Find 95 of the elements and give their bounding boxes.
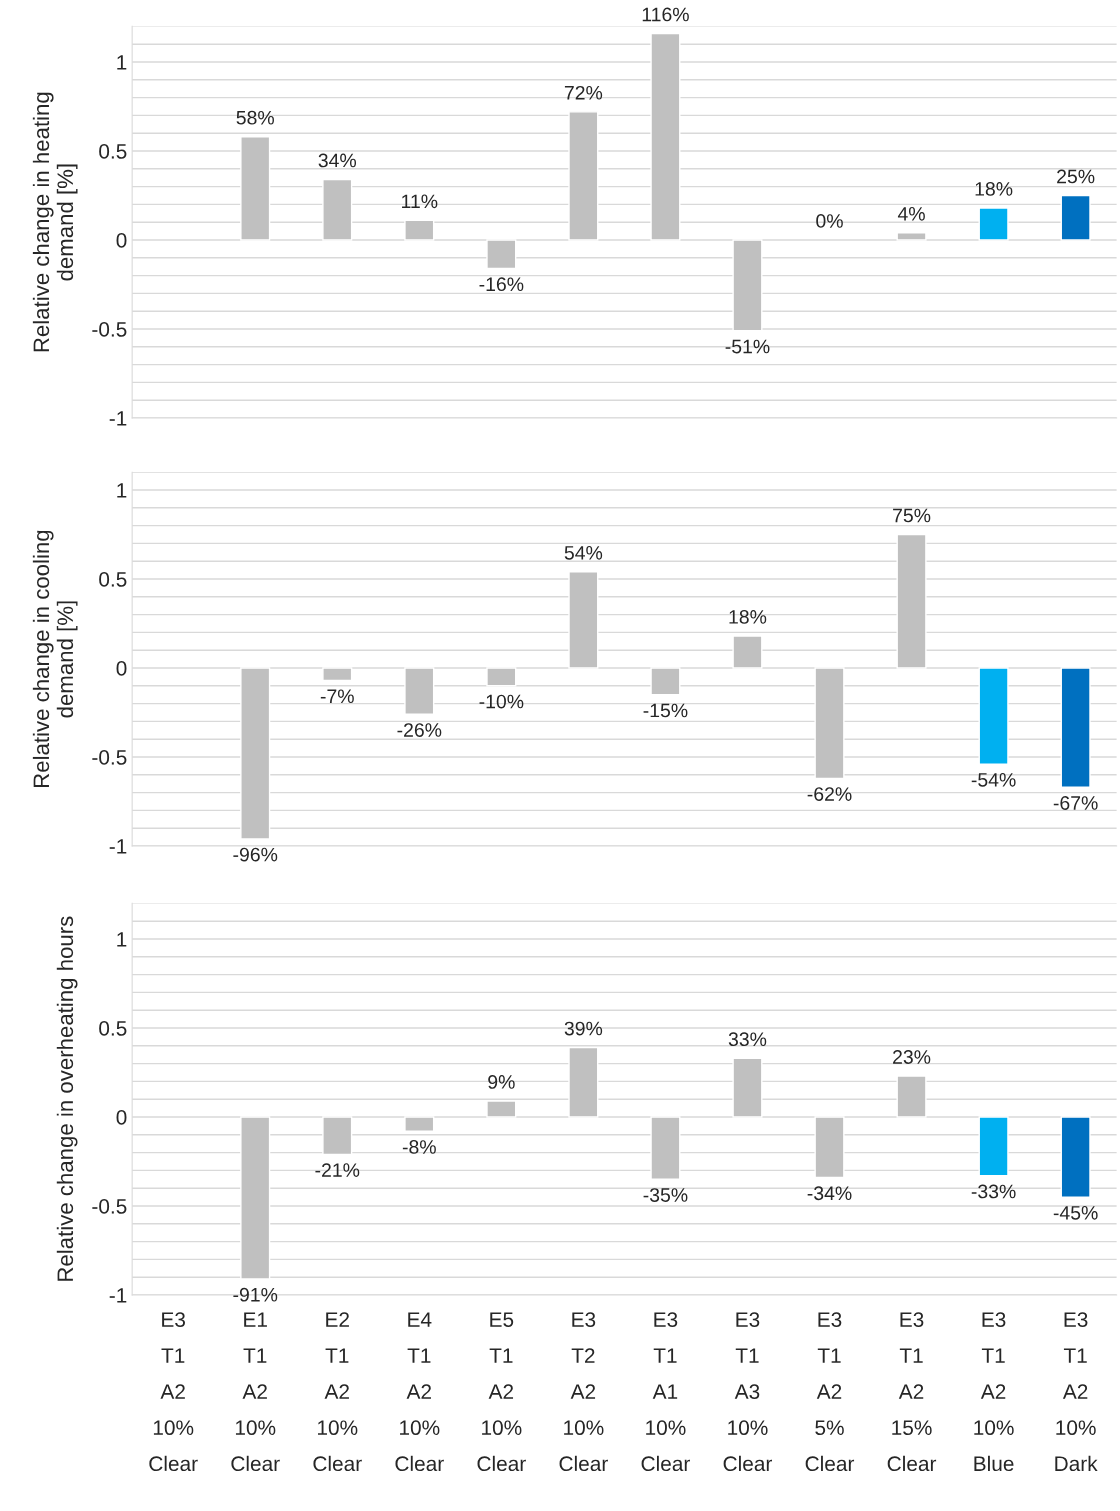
bar: [568, 571, 599, 669]
y-tick-label: -1: [109, 1288, 127, 1303]
data-label: 72%: [564, 85, 603, 100]
x-tick-label: E3 T1 A1 10% Clear: [641, 1312, 690, 1472]
data-label: -45%: [1053, 1206, 1098, 1220]
x-tick-label: E3 T1 A2 10% Clear: [149, 1312, 198, 1472]
data-label: 54%: [564, 546, 603, 560]
y-tick-label: 0.5: [99, 1021, 127, 1036]
data-label: -26%: [397, 723, 442, 737]
bar: [732, 239, 763, 332]
x-tick-label: E2 T1 A2 10% Clear: [313, 1312, 362, 1472]
bar: [568, 111, 599, 241]
bar: [1060, 1116, 1091, 1198]
bar: [240, 1116, 271, 1280]
x-tick-label: E5 T1 A2 10% Clear: [477, 1312, 526, 1472]
data-label: 25%: [1057, 169, 1095, 184]
data-label: 23%: [893, 1050, 931, 1064]
bar: [650, 1116, 681, 1180]
bar: [404, 1116, 435, 1132]
data-label: 11%: [402, 194, 438, 209]
bar: [650, 32, 681, 241]
bar: [322, 178, 353, 241]
y-tick-label: -0.5: [92, 322, 127, 337]
bar: [1060, 194, 1091, 241]
data-label: -33%: [971, 1184, 1016, 1199]
bar: [568, 1046, 599, 1118]
x-tick-label: E3 T1 A3 10% Clear: [723, 1312, 773, 1472]
bar: [732, 1057, 763, 1118]
bar: [814, 1116, 845, 1179]
y-tick-label: 0: [116, 661, 127, 676]
bar: [486, 239, 517, 270]
x-tick-label: E1 T1 A2 10% Clear: [231, 1312, 280, 1472]
bar: [486, 1100, 517, 1118]
y-axis-title: Relative change in heating demand [%]: [32, 92, 78, 352]
y-tick-label: -0.5: [92, 1199, 127, 1214]
bar: [322, 1116, 353, 1156]
x-tick-label: E3 T1 A2 5% Clear: [805, 1312, 855, 1472]
data-label: 116%: [642, 7, 689, 22]
bar: [1060, 667, 1091, 788]
y-tick-label: -0.5: [92, 750, 127, 765]
data-label: 4%: [897, 207, 925, 221]
data-label: 9%: [488, 1075, 515, 1089]
y-tick-label: 1: [117, 55, 127, 70]
x-tick-label: E3 T1 A2 15% Clear: [887, 1312, 937, 1472]
x-tick-label: E4 T1 A2 10% Clear: [395, 1312, 444, 1472]
data-label: -96%: [233, 847, 278, 862]
x-tick-label: E3 T1 A2 10% Blue: [974, 1312, 1014, 1472]
data-label: -21%: [315, 1163, 360, 1177]
data-label: -34%: [807, 1186, 852, 1201]
bar: [322, 667, 353, 682]
bar: [896, 232, 927, 241]
data-label: -51%: [725, 339, 770, 354]
bar: [814, 667, 845, 780]
bar: [650, 667, 681, 696]
data-label: 75%: [893, 508, 931, 523]
data-label: 18%: [975, 182, 1013, 196]
data-label: -8%: [402, 1140, 436, 1154]
bar: [732, 635, 763, 669]
data-label: -91%: [233, 1287, 278, 1302]
data-label: -35%: [643, 1188, 688, 1202]
bar: [896, 1075, 927, 1118]
data-label: 18%: [729, 610, 767, 624]
bar: [240, 667, 271, 840]
y-tick-label: -1: [109, 839, 127, 854]
bar: [978, 667, 1009, 765]
y-tick-label: 0.5: [99, 572, 127, 587]
bar: [978, 1116, 1009, 1177]
data-label: -54%: [971, 773, 1016, 787]
y-tick-label: 0: [116, 1110, 127, 1125]
bar: [978, 207, 1009, 241]
y-tick-label: 1: [117, 483, 127, 498]
x-tick-label: E3 T2 A2 10% Clear: [559, 1312, 608, 1472]
y-tick-label: 0: [116, 233, 127, 248]
y-tick-label: 1: [117, 932, 127, 947]
data-label: -7%: [320, 689, 354, 703]
bar: [896, 533, 927, 669]
data-label: -10%: [479, 694, 524, 709]
data-label: -62%: [807, 787, 852, 801]
y-axis-title: Relative change in overheating hours: [56, 916, 78, 1281]
x-tick-label: E3 T1 A2 10% Dark: [1055, 1312, 1098, 1472]
y-tick-label: -1: [109, 411, 127, 426]
y-tick-label: 0.5: [99, 144, 127, 159]
y-axis-title: Relative change in cooling demand [%]: [32, 530, 78, 787]
bar: [486, 667, 517, 687]
data-label: -16%: [479, 277, 524, 292]
bar: [404, 219, 435, 241]
bar: [240, 136, 271, 241]
bar: [404, 667, 435, 715]
data-label: 0%: [816, 214, 843, 228]
data-label: -15%: [643, 703, 688, 718]
data-label: 39%: [564, 1021, 603, 1036]
data-label: 33%: [728, 1032, 767, 1047]
data-label: -67%: [1053, 796, 1098, 810]
data-label: 34%: [318, 153, 357, 168]
data-label: 58%: [236, 110, 274, 125]
